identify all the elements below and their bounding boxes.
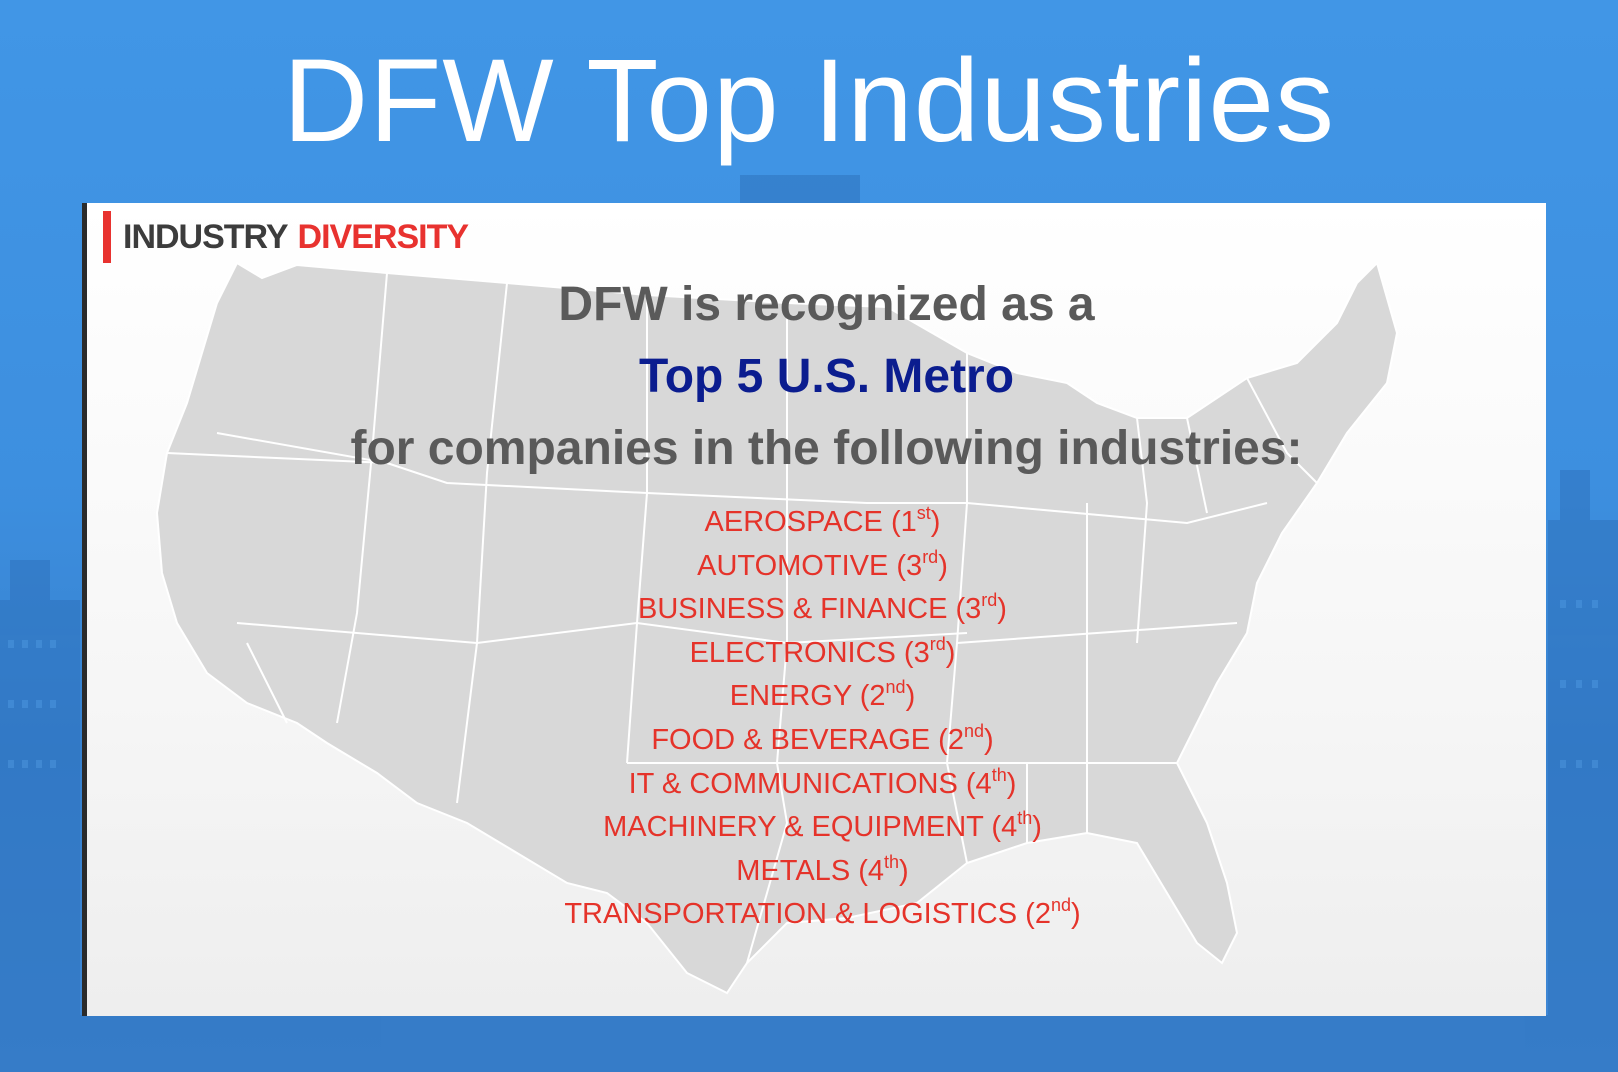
section-title-diversity: DIVERSITY	[297, 217, 469, 256]
industry-item: BUSINESS & FINANCE (3rd)	[638, 590, 1007, 626]
industry-item: ENERGY (2nd)	[729, 677, 916, 713]
industry-item: TRANSPORTATION & LOGISTICS (2nd)	[564, 895, 1081, 931]
industry-item: ELECTRONICS (3rd)	[689, 633, 956, 669]
headline-line-2: Top 5 U.S. Metro	[638, 350, 1015, 403]
section-accent-bar	[103, 211, 111, 263]
industry-item: IT & COMMUNICATIONS (4th)	[628, 764, 1017, 800]
section-header: INDUSTRY DIVERSITY	[103, 211, 469, 263]
industry-item: METALS (4th)	[736, 851, 909, 887]
slide-panel: INDUSTRY DIVERSITY DFW is recognized as …	[82, 203, 1546, 1016]
page-title: DFW Top Industries	[283, 35, 1335, 167]
industry-item: FOOD & BEVERAGE (2nd)	[651, 720, 994, 756]
us-map-graphic	[155, 261, 1399, 995]
section-title-industry: INDUSTRY	[123, 217, 289, 256]
industry-item: AEROSPACE (1st)	[704, 503, 941, 538]
headline-line-1: DFW is recognized as a	[558, 278, 1095, 331]
industry-item: MACHINERY & EQUIPMENT (4th)	[603, 808, 1042, 844]
headline-line-3: for companies in the following industrie…	[350, 422, 1303, 475]
industry-item: AUTOMOTIVE (3rd)	[697, 546, 948, 582]
industry-list: AEROSPACE (1st) AUTOMOTIVE (3rd) BUSINES…	[87, 501, 1546, 937]
